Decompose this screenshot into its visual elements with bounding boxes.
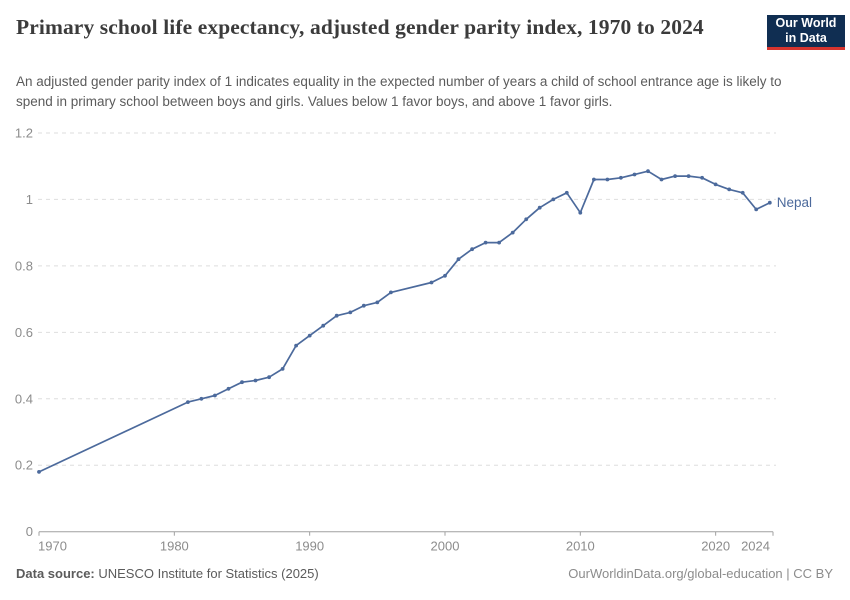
data-point[interactable]: [37, 470, 41, 474]
data-point[interactable]: [443, 273, 447, 278]
data-point[interactable]: [361, 303, 366, 308]
data-point[interactable]: [646, 169, 650, 174]
data-point[interactable]: [632, 172, 637, 177]
owid-logo[interactable]: Our World in Data: [767, 15, 845, 50]
data-point[interactable]: [497, 240, 501, 245]
data-point[interactable]: [700, 175, 704, 180]
data-point[interactable]: [673, 174, 677, 179]
x-axis-tick-label: 2000: [431, 539, 460, 554]
data-point[interactable]: [253, 378, 258, 383]
attribution-link[interactable]: OurWorldinData.org/global-education | CC…: [568, 566, 833, 581]
data-point[interactable]: [240, 380, 244, 385]
data-point[interactable]: [470, 247, 474, 252]
x-axis-tick-label: 2020: [701, 539, 730, 554]
data-point[interactable]: [605, 177, 610, 182]
data-point[interactable]: [186, 400, 190, 404]
data-point[interactable]: [483, 240, 488, 245]
data-point[interactable]: [551, 197, 556, 202]
y-axis-tick-label: 0: [26, 524, 33, 539]
data-point[interactable]: [564, 190, 569, 195]
data-point[interactable]: [321, 323, 326, 328]
data-source-note: Data source: UNESCO Institute for Statis…: [16, 566, 319, 581]
data-point[interactable]: [348, 310, 353, 315]
data-point[interactable]: [619, 175, 623, 180]
chart-subtitle: An adjusted gender parity index of 1 ind…: [16, 74, 782, 110]
data-point[interactable]: [199, 396, 204, 401]
x-axis-tick-label: 2010: [566, 539, 595, 554]
data-point[interactable]: [389, 290, 393, 295]
data-point[interactable]: [767, 200, 772, 205]
data-point[interactable]: [226, 386, 231, 391]
x-axis-tick-label: 1980: [160, 539, 189, 554]
data-point[interactable]: [578, 210, 583, 215]
y-axis-tick-label: 0.8: [15, 258, 33, 273]
x-axis-tick-label: 2024: [741, 539, 770, 554]
data-point[interactable]: [592, 177, 596, 182]
data-point[interactable]: [537, 205, 542, 210]
data-point[interactable]: [294, 343, 298, 348]
data-point[interactable]: [686, 174, 691, 179]
data-point[interactable]: [334, 313, 339, 318]
data-point[interactable]: [280, 367, 285, 371]
data-source-value: UNESCO Institute for Statistics (2025): [94, 566, 319, 581]
data-source-label: Data source:: [16, 566, 95, 581]
owid-logo-line2: in Data: [785, 31, 827, 45]
data-point[interactable]: [713, 182, 718, 187]
series-label-nepal[interactable]: Nepal: [777, 195, 812, 210]
data-point[interactable]: [267, 375, 271, 380]
data-point[interactable]: [727, 187, 732, 192]
series-line-nepal: [38, 170, 771, 473]
y-axis-tick-label: 1: [26, 192, 33, 207]
y-axis-tick-label: 0.2: [15, 458, 33, 473]
x-axis-tick-label: 1990: [295, 539, 324, 554]
line-chart-canvas[interactable]: 0 0.2 0.4 0.6 0.8 1 1.2 1970 1980 1990 2000 2010 202…: [0, 120, 850, 565]
data-point[interactable]: [754, 207, 759, 212]
page-title: Primary school life expectancy, adjusted…: [16, 15, 704, 39]
data-point[interactable]: [740, 190, 745, 195]
data-point[interactable]: [307, 333, 312, 338]
y-axis-tick-label: 0.6: [15, 325, 33, 340]
data-point[interactable]: [659, 177, 664, 182]
x-axis-tick-label: 1970: [38, 539, 67, 554]
owid-logo-line1: Our World: [775, 16, 837, 30]
y-axis-tick-label: 0.4: [15, 391, 33, 406]
data-point[interactable]: [213, 393, 217, 398]
data-point[interactable]: [456, 257, 461, 262]
data-point[interactable]: [375, 300, 380, 305]
data-point[interactable]: [510, 230, 515, 235]
data-point[interactable]: [524, 217, 529, 222]
data-point[interactable]: [429, 280, 434, 285]
y-axis-tick-label: 1.2: [15, 125, 33, 140]
